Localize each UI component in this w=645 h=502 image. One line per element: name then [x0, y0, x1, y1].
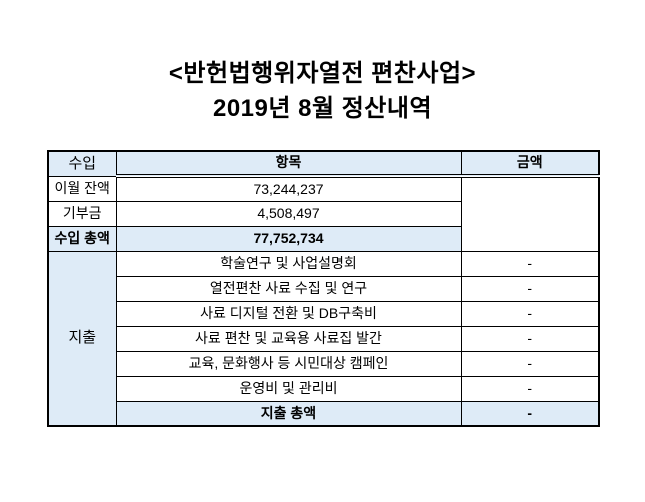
section-label-income: 수입 — [47, 150, 117, 177]
item-cell: 학술연구 및 사업설명회 — [115, 250, 462, 277]
section-label-expense: 지출 — [47, 250, 117, 427]
settlement-table-container: 수입 항목 금액 이월 잔액 73,244,237 기부금 4,508,497 … — [47, 150, 600, 427]
document-title-line2: 2019년 8월 정산내역 — [212, 95, 433, 122]
column-header-amount: 금액 — [460, 150, 600, 178]
amount-cell: - — [460, 375, 600, 402]
expense-row-publication: 사료 편찬 및 교육용 사료집 발간 - — [48, 325, 600, 352]
amount-cell: - — [460, 400, 600, 427]
amount-cell: - — [460, 275, 600, 302]
amount-cell: - — [460, 300, 600, 327]
item-cell: 사료 디지털 전환 및 DB구축비 — [115, 300, 462, 327]
item-cell: 수입 총액 — [47, 225, 117, 252]
item-cell: 운영비 및 관리비 — [115, 375, 462, 402]
amount-cell: 73,244,237 — [115, 175, 462, 202]
amount-cell: 4,508,497 — [115, 200, 462, 227]
amount-cell: - — [460, 350, 600, 377]
income-row-carryover: 이월 잔액 73,244,237 — [47, 175, 599, 202]
income-total-row: 수입 총액 77,752,734 — [47, 225, 599, 252]
item-cell: 지출 총액 — [115, 400, 462, 427]
income-row-donations: 기부금 4,508,497 — [47, 200, 599, 227]
expense-row-collection: 열전편찬 사료 수집 및 연구 - — [48, 275, 600, 302]
amount-cell: - — [460, 250, 600, 277]
column-header-item: 항목 — [115, 150, 462, 178]
amount-cell: - — [460, 325, 600, 352]
amount-cell: 77,752,734 — [115, 225, 462, 252]
settlement-table: 수입 항목 금액 이월 잔액 73,244,237 기부금 4,508,497 … — [47, 150, 600, 427]
item-cell: 교육, 문화행사 등 시민대상 캠페인 — [115, 350, 462, 377]
item-cell: 사료 편찬 및 교육용 사료집 발간 — [115, 325, 462, 352]
item-cell: 기부금 — [47, 200, 117, 227]
item-cell: 열전편찬 사료 수집 및 연구 — [115, 275, 462, 302]
item-cell: 이월 잔액 — [47, 175, 117, 202]
expense-row-operating: 운영비 및 관리비 - — [48, 375, 600, 402]
document-title: <반헌법행위자열전 편찬사업> 2019년 8월 정산내역 — [0, 56, 645, 126]
expense-row-digital-db: 사료 디지털 전환 및 DB구축비 - — [48, 300, 600, 327]
expense-row-campaign: 교육, 문화행사 등 시민대상 캠페인 - — [48, 350, 600, 377]
document-title-line1: <반헌법행위자열전 편찬사업> — [168, 60, 477, 87]
expense-total-row: 지출 총액 - — [48, 400, 600, 427]
table-header-row: 수입 항목 금액 — [47, 150, 600, 178]
expense-row-research: 지출 학술연구 및 사업설명회 - — [47, 250, 600, 427]
